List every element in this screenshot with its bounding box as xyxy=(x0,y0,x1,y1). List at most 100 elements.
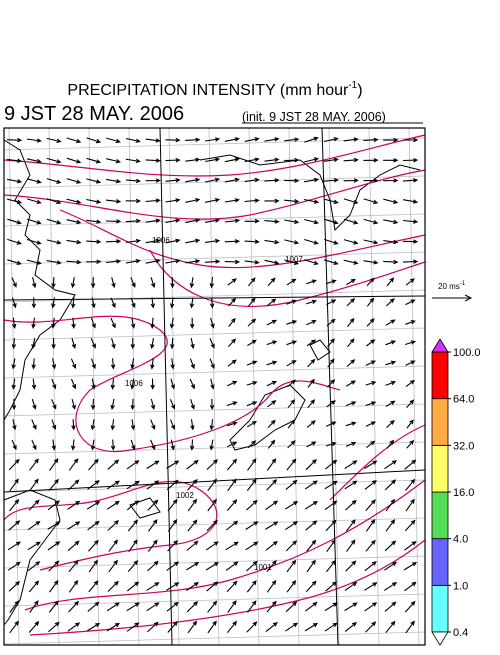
wind-arrow xyxy=(226,421,238,427)
wind-arrow xyxy=(165,258,181,264)
wind-arrow xyxy=(70,378,77,390)
wind-arrow xyxy=(127,519,139,532)
wind-arrow xyxy=(264,137,280,142)
wind-arrow xyxy=(404,519,416,532)
wind-arrow xyxy=(226,580,238,593)
major-grid-line xyxy=(3,469,426,493)
wind-arrow xyxy=(204,177,221,183)
colorbar-label: 4.0 xyxy=(453,534,468,546)
wind-arrow xyxy=(150,398,156,411)
wind-arrow xyxy=(130,338,135,350)
wind-arrow xyxy=(266,360,278,366)
wind-arrow xyxy=(88,458,99,471)
wind-arrow xyxy=(71,317,76,329)
wind-arrow xyxy=(210,378,215,390)
wind-arrow xyxy=(284,157,300,163)
wind-arrow xyxy=(247,458,257,471)
wind-arrow xyxy=(246,499,258,511)
wind-arrow xyxy=(385,498,396,512)
wind-arrow xyxy=(46,157,62,164)
wind-arrow xyxy=(128,539,138,553)
wind-arrow xyxy=(205,218,221,223)
wind-arrow xyxy=(386,298,395,307)
wind-arrow xyxy=(246,580,257,593)
wind-arrow xyxy=(366,318,375,327)
wind-arrow xyxy=(365,380,377,386)
wind-arrow xyxy=(286,320,298,325)
wind-arrow xyxy=(108,559,118,573)
wind-arrow xyxy=(343,198,359,205)
wind-arrow xyxy=(185,137,201,142)
wind-arrow xyxy=(246,360,258,366)
wind-arrow xyxy=(209,277,215,289)
wind-arrow xyxy=(244,239,260,244)
wind-arrow xyxy=(145,198,161,203)
title: PRECIPITATION INTENSITY (mm hour-1) xyxy=(67,80,362,99)
wind-arrow xyxy=(224,198,240,203)
wind-arrow xyxy=(364,582,378,591)
wind-arrow xyxy=(305,520,318,531)
wind-arrow xyxy=(402,178,419,183)
isobar-label: 1007 xyxy=(285,255,303,264)
wind-arrow xyxy=(66,219,82,225)
wind-arrow xyxy=(51,277,56,289)
coastline xyxy=(129,497,161,519)
wind-arrow xyxy=(147,621,159,633)
wind-arrow xyxy=(403,137,419,143)
wind-arrow xyxy=(130,358,135,370)
wind-arrow xyxy=(363,198,379,205)
wind-arrow xyxy=(7,198,23,204)
grid-line xyxy=(3,593,426,607)
wind-arrow xyxy=(285,479,298,491)
wind-arrow xyxy=(9,498,20,512)
wind-arrow xyxy=(247,297,256,307)
colorbar: 0.4 1.0 4.0 16.0 32.0 64.0 100.0 xyxy=(431,338,481,646)
wind-arrow xyxy=(363,178,379,183)
wind-arrow xyxy=(49,580,59,593)
wind-arrow xyxy=(267,400,277,408)
wind-arrow xyxy=(224,259,241,265)
wind-arrow xyxy=(7,541,21,551)
wind-arrow xyxy=(385,360,397,366)
wind-arrow xyxy=(185,157,201,163)
wind-arrow xyxy=(347,317,355,327)
wind-arrow xyxy=(402,219,419,224)
wind-arrow xyxy=(384,561,398,571)
wind-arrow xyxy=(227,297,237,307)
wind-arrow xyxy=(8,520,21,531)
wind-arrow xyxy=(11,398,17,411)
wind-arrow xyxy=(365,518,376,532)
wind-arrow xyxy=(266,458,277,471)
wind-arrow xyxy=(403,561,418,571)
wind-arrow xyxy=(145,178,161,183)
wind-arrow xyxy=(346,278,356,286)
wind-arrow xyxy=(31,419,37,430)
wind-arrow xyxy=(386,277,395,287)
wind-arrow xyxy=(286,559,297,573)
wind-arrow xyxy=(266,600,277,613)
wind-arrow xyxy=(284,219,300,225)
wind-arrow xyxy=(105,239,122,244)
wind-arrow xyxy=(225,541,239,551)
wind-arrow xyxy=(405,360,416,366)
wind-arrow xyxy=(303,198,320,204)
wind-arrow xyxy=(110,419,116,431)
wind-arrow xyxy=(365,360,377,366)
wind-arrow xyxy=(187,498,198,512)
wind-arrow xyxy=(405,278,415,286)
wind-arrow xyxy=(170,358,175,370)
wind-arrow xyxy=(125,238,141,244)
wind-arrow xyxy=(145,158,161,163)
wind-arrow xyxy=(343,218,359,225)
grid-line xyxy=(3,175,426,189)
wind-arrow xyxy=(165,137,181,143)
wind-arrow xyxy=(31,398,37,410)
wind-arrow xyxy=(402,239,419,244)
wind-arrow xyxy=(150,439,156,451)
wind-arrow xyxy=(110,317,116,329)
wind-arrow xyxy=(47,500,60,511)
grid-line xyxy=(3,213,426,227)
wind-arrow xyxy=(165,198,181,203)
wind-arrow xyxy=(106,622,120,632)
wind-arrow xyxy=(246,478,257,491)
